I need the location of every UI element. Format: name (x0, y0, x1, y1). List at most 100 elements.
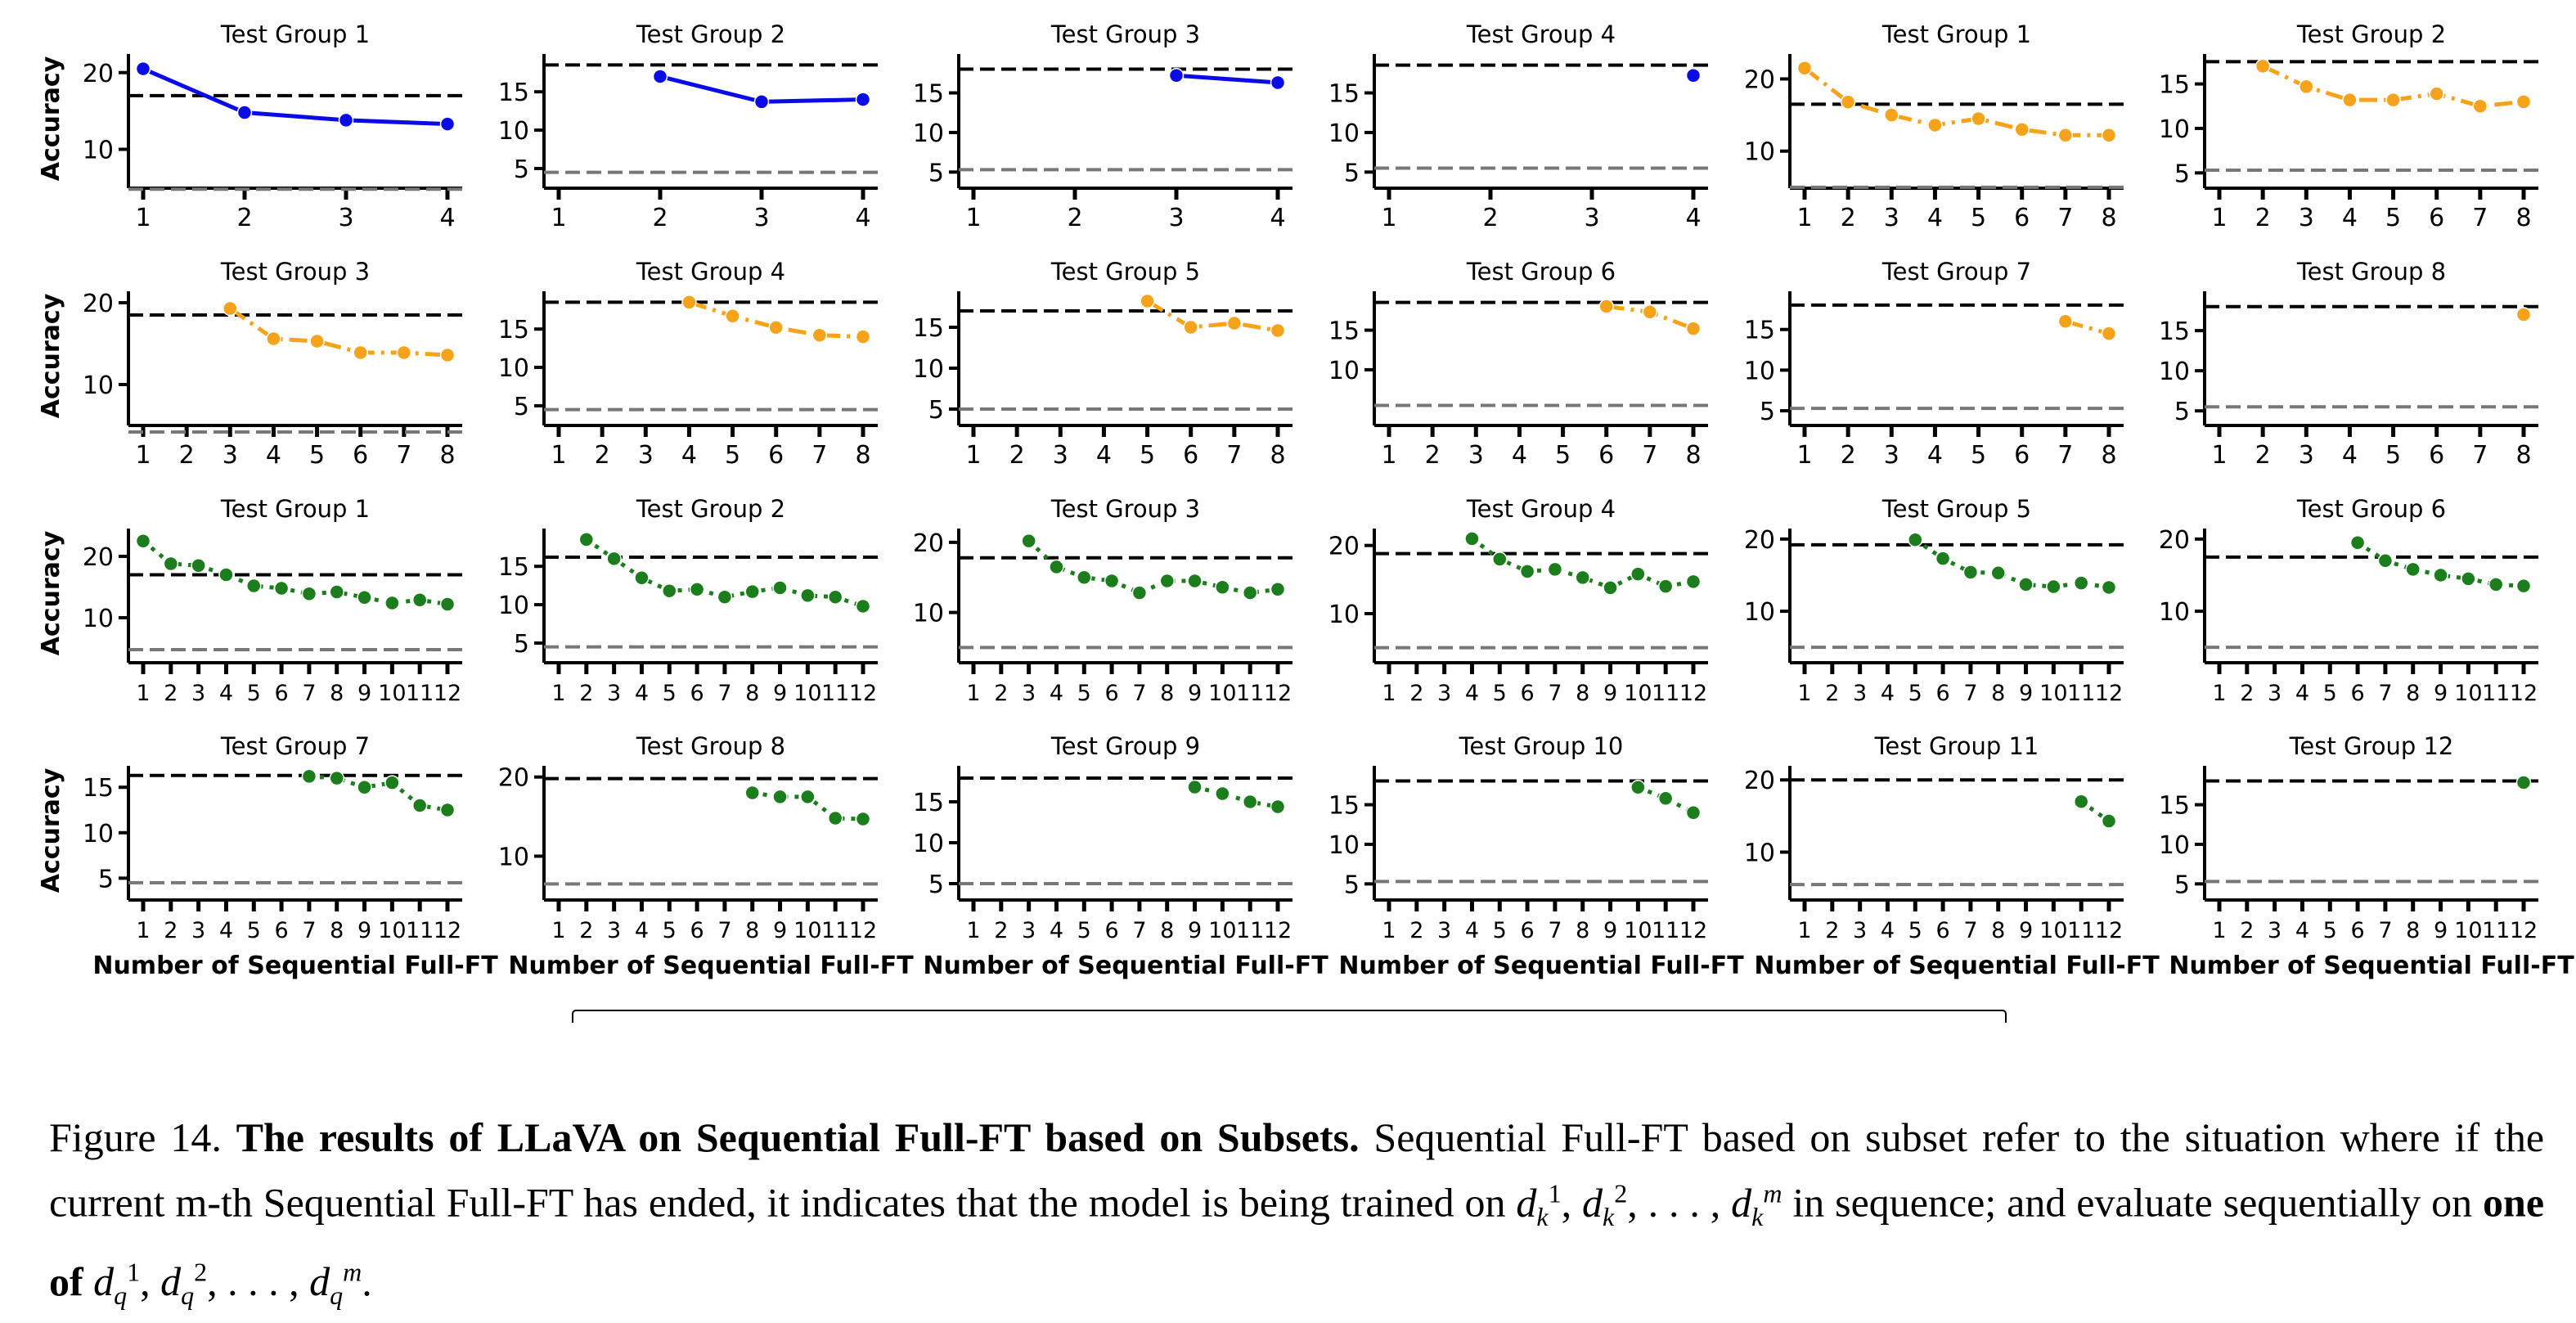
x-axis-label: Number of Sequential Full-FT (92, 952, 498, 980)
panel-title: Test Group 12 (2289, 732, 2454, 760)
data-point (681, 295, 697, 310)
data-point (135, 533, 151, 549)
x-tick-label: 7 (1226, 441, 1242, 470)
y-tick-label: 20 (1328, 533, 1360, 561)
caption-math-train: dk1, dk2, . . . , dkm (1516, 1178, 1783, 1231)
x-tick-label: 6 (690, 681, 704, 706)
data-point (439, 596, 456, 612)
y-axis-label: Accuracy (37, 767, 65, 893)
y-tick-label: 5 (1344, 159, 1360, 187)
x-tick-label: 10 (1624, 918, 1652, 943)
x-tick-label: 8 (2101, 204, 2116, 232)
data-point (301, 768, 317, 785)
y-tick-label: 10 (913, 830, 944, 858)
data-point (827, 810, 843, 826)
series-line (1470, 537, 1694, 590)
x-tick-label: 1 (136, 681, 150, 706)
data-point (2488, 577, 2504, 592)
data-point (811, 327, 828, 343)
x-tick-label: 4 (2295, 918, 2309, 943)
x-tick-label: 1 (135, 441, 151, 470)
y-tick-label: 10 (83, 137, 114, 165)
x-tick-label: 7 (1642, 441, 1657, 470)
x-tick-label: 11 (1652, 918, 1679, 943)
x-tick-label: 7 (2378, 918, 2392, 943)
y-tick-label: 15 (2159, 71, 2190, 100)
x-tick-label: 3 (1053, 441, 1068, 470)
data-point (1104, 573, 1120, 589)
x-tick-label: 4 (1050, 681, 1063, 706)
data-point (396, 344, 412, 361)
y-tick-label: 20 (1744, 526, 1775, 555)
x-tick-label: 9 (2434, 681, 2448, 706)
data-point (2101, 128, 2117, 143)
y-axis-label: Accuracy (37, 293, 65, 418)
caption-text-2: in sequence; and evaluate sequentially o… (1792, 1179, 2473, 1226)
data-point (2057, 313, 2074, 330)
x-tick-label: 2 (1825, 918, 1839, 943)
x-tick-label: 7 (2472, 441, 2488, 470)
x-tick-label: 11 (2482, 681, 2510, 706)
y-tick-label: 5 (514, 630, 529, 659)
y-tick-label: 15 (1744, 317, 1775, 345)
data-point (163, 556, 179, 572)
data-point (1242, 585, 1258, 601)
data-point (357, 779, 372, 795)
data-point (606, 551, 622, 567)
x-tick-label: 5 (1555, 441, 1571, 470)
x-tick-label: 5 (1077, 681, 1091, 706)
data-point (1990, 565, 2006, 581)
x-tick-label: 5 (1493, 918, 1507, 943)
panel-title: Test Group 1 (220, 20, 370, 48)
x-tick-label: 3 (753, 204, 769, 232)
x-tick-label: 4 (1927, 204, 1943, 232)
x-tick-label: 3 (607, 681, 621, 706)
data-point (1464, 531, 1480, 547)
x-tick-label: 8 (1685, 441, 1701, 470)
data-point (1168, 68, 1185, 83)
data-point (768, 320, 784, 335)
series-line (1176, 73, 1279, 85)
data-point (689, 582, 705, 597)
x-tick-label: 5 (2385, 441, 2401, 470)
y-tick-label: 5 (1344, 871, 1360, 899)
x-tick-label: 8 (745, 681, 759, 706)
data-point (1077, 569, 1092, 585)
x-tick-label: 1 (2211, 204, 2227, 232)
x-axis-label: Number of Sequential Full-FT (1338, 952, 1744, 980)
x-tick-label: 8 (330, 918, 344, 943)
x-tick-label: 10 (1624, 681, 1652, 706)
x-tick-label: 8 (2406, 918, 2420, 943)
caption-math-eval: dq1, dq2, . . . , dqm (93, 1257, 362, 1311)
x-tick-label: 5 (309, 441, 325, 470)
data-point (855, 92, 871, 107)
x-tick-label: 4 (855, 204, 870, 232)
y-tick-label: 15 (2159, 317, 2190, 346)
x-tick-label: 1 (551, 918, 565, 943)
x-tick-label: 3 (191, 681, 205, 706)
x-tick-label: 6 (1935, 918, 1949, 943)
x-axis-label: Number of Sequential Full-FT (1754, 952, 2160, 980)
y-tick-label: 20 (1744, 65, 1775, 94)
x-tick-label: 9 (1188, 918, 1202, 943)
y-tick-label: 10 (1744, 357, 1775, 385)
data-point (2472, 98, 2488, 115)
data-point (246, 578, 262, 594)
x-tick-label: 1 (2212, 918, 2226, 943)
series-line (1146, 299, 1279, 333)
x-tick-label: 10 (378, 681, 406, 706)
panel-title: Test Group 3 (1050, 495, 1200, 523)
x-tick-label: 8 (1160, 681, 1174, 706)
x-tick-label: 10 (2039, 918, 2067, 943)
x-tick-label: 6 (1520, 681, 1534, 706)
y-tick-label: 10 (83, 371, 114, 400)
y-tick-label: 20 (913, 529, 944, 558)
x-tick-label: 2 (1009, 441, 1025, 470)
panel-1: Test Group 1 10 20 1 2 3 4 Accuracy (37, 20, 462, 232)
panel-title: Test Group 2 (636, 495, 785, 523)
y-tick-label: 15 (83, 774, 114, 803)
x-tick-label: 6 (768, 441, 784, 470)
x-tick-label: 1 (551, 681, 565, 706)
